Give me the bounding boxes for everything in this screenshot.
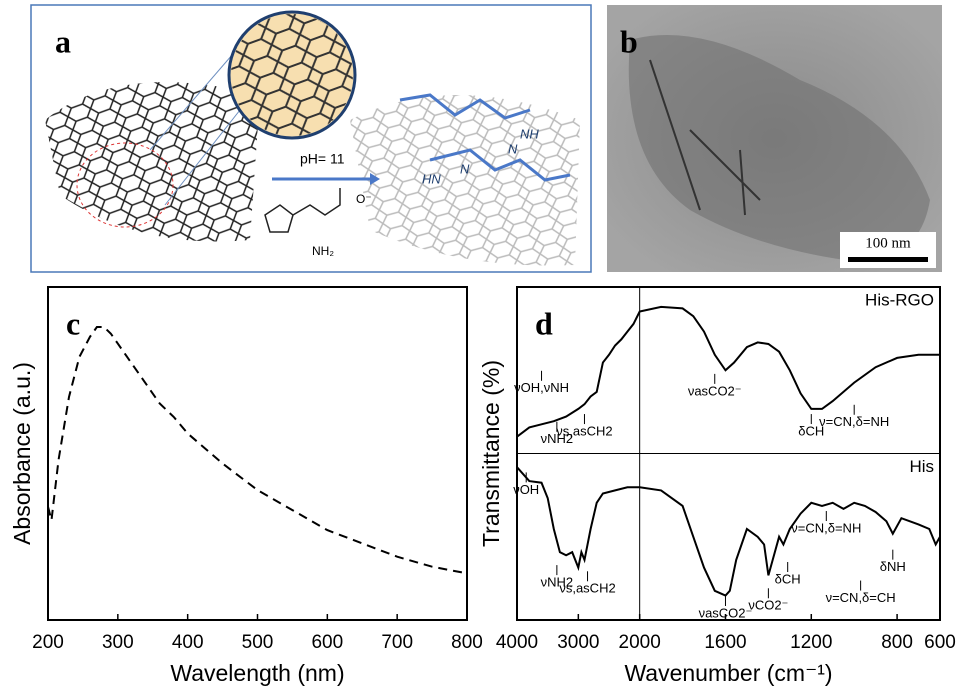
panel-a: a NH N N HN pH= 11 NH₂ O⁻ xyxy=(31,5,591,272)
line xyxy=(517,467,940,595)
amine-label: NH₂ xyxy=(312,244,334,258)
x-tick-label: 500 xyxy=(242,632,274,653)
annotation: δNH xyxy=(880,559,906,574)
group-label: N xyxy=(460,161,470,176)
x-tick-label: 1600 xyxy=(704,632,746,653)
legend-label: His xyxy=(909,457,934,476)
x-axis-label: Wavenumber (cm⁻¹) xyxy=(624,660,832,686)
x-tick-label: 800 xyxy=(881,632,913,653)
figure: a NH N N HN pH= 11 NH₂ O⁻ b 100 nm 200 30… xyxy=(0,0,960,694)
panel-b: b 100 nm xyxy=(607,5,942,272)
condition: pH= 11 xyxy=(300,151,345,167)
annotation: νOH,νNH xyxy=(514,380,569,395)
zoom-lattice xyxy=(231,14,353,136)
x-tick-label: 800 xyxy=(451,632,483,653)
x-tick-label: 2000 xyxy=(619,632,661,653)
annotation: δCH xyxy=(775,571,801,586)
x-axis-label: Wavelength (nm) xyxy=(170,660,344,686)
annotation: νasCO2⁻ xyxy=(688,383,742,398)
x-tick-label: 4000 xyxy=(496,632,538,653)
x-tick-label: 400 xyxy=(172,632,204,653)
panel-label: b xyxy=(620,23,638,59)
group-label: N xyxy=(508,141,518,156)
annotation: ν=CN,δ=NH xyxy=(791,520,861,535)
carboxylate-label: O⁻ xyxy=(356,192,372,206)
x-tick-label: 3000 xyxy=(557,632,599,653)
panel-label: c xyxy=(66,305,80,341)
annotation: νCO2⁻ xyxy=(748,598,788,613)
x-tick-label: 1200 xyxy=(790,632,832,653)
annotation: ν=CN,δ=NH xyxy=(819,414,889,429)
y-axis-label: Absorbance (a.u.) xyxy=(9,362,35,545)
x-tick-label: 200 xyxy=(32,632,64,653)
y-axis-label: Transmittance (%) xyxy=(478,360,504,547)
plot-frame xyxy=(48,287,467,620)
scale-label: 100 nm xyxy=(865,235,911,251)
panel-label: a xyxy=(55,23,71,59)
x-tick-label: 300 xyxy=(102,632,134,653)
x-tick-label: 700 xyxy=(381,632,413,653)
group-label: HN xyxy=(422,171,441,186)
legend-label: His-RGO xyxy=(865,290,934,309)
x-tick-label: 600 xyxy=(311,632,343,653)
annotation: νs,asCH2 xyxy=(556,423,612,438)
annotation: νasCO2⁻ xyxy=(699,605,753,620)
line xyxy=(48,327,467,573)
annotation: ν=CN,δ=CH xyxy=(826,590,896,605)
group-label: NH xyxy=(520,126,539,141)
annotation: νOH xyxy=(513,482,539,497)
scale-bar xyxy=(848,257,928,262)
annotation: νs,asCH2 xyxy=(559,581,615,596)
panel-label: d xyxy=(535,305,553,341)
x-tick-label: 600 xyxy=(924,632,956,653)
